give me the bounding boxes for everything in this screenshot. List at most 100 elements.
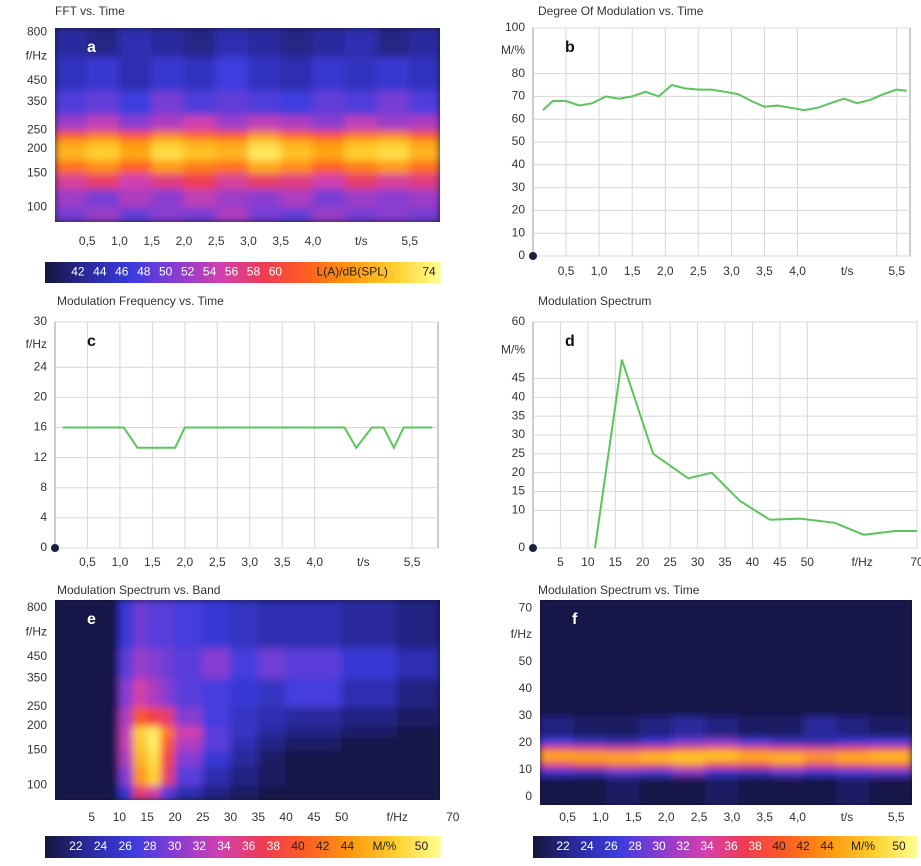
heatmap-cell xyxy=(409,114,440,131)
heatmap-cell xyxy=(606,766,641,776)
heatmap-cell xyxy=(174,600,204,649)
heatmap-cell xyxy=(409,129,440,140)
heatmap-cell xyxy=(285,750,343,767)
heatmap-cell xyxy=(257,706,287,727)
colorbar-segment xyxy=(787,836,793,858)
heatmap-cell xyxy=(151,55,185,92)
heatmap-cell xyxy=(230,725,259,738)
heatmap-cell xyxy=(257,600,287,649)
heatmap-cell xyxy=(215,55,249,92)
heatmap-cell xyxy=(770,715,805,739)
colorbar-segment xyxy=(629,836,635,858)
heatmap-cells xyxy=(55,600,440,800)
heatmap-cell xyxy=(280,148,314,161)
origin-dot xyxy=(529,544,537,552)
colorbar-segment xyxy=(758,836,764,858)
heatmap-cell xyxy=(247,188,282,208)
colorbar-tick-label: 36 xyxy=(242,839,256,853)
heatmap-cell xyxy=(396,765,440,786)
x-tick-label: 2,5 xyxy=(208,234,225,248)
colorbar-segment xyxy=(878,836,884,858)
colorbar-segment xyxy=(346,836,352,858)
colorbar-segment xyxy=(361,836,367,858)
heatmap-cell xyxy=(341,736,398,752)
x-tick-label: 0,5 xyxy=(79,555,96,569)
heatmap-cell xyxy=(202,736,232,752)
heatmap-cell xyxy=(146,725,162,738)
heatmap-cell xyxy=(55,206,88,222)
heatmap-cell xyxy=(376,114,411,131)
colorbar-label: M/% xyxy=(372,839,396,853)
colorbar-segment xyxy=(291,262,298,283)
x-tick-label: 50 xyxy=(801,555,815,569)
heatmap-cell xyxy=(230,677,259,708)
heatmap-cell xyxy=(132,600,148,649)
heatmap-cell xyxy=(118,706,134,727)
heatmap-cell xyxy=(160,706,176,727)
colorbar-tick-label: 28 xyxy=(143,839,157,853)
heatmap-cell xyxy=(55,677,93,708)
heatmap-cell xyxy=(705,715,739,739)
colorbar-segment xyxy=(821,836,827,858)
heatmap-cell xyxy=(672,766,707,776)
heatmap-cell xyxy=(312,188,346,208)
colorbar-segment xyxy=(193,836,199,858)
y-axis-label: f/Hz xyxy=(511,627,532,641)
y-tick-label: 12 xyxy=(34,450,48,464)
heatmap-cell xyxy=(215,159,249,174)
colorbar-segment xyxy=(830,836,836,858)
colorbar-segment xyxy=(59,836,66,858)
colorbar-segment xyxy=(840,836,846,858)
heatmap-cell xyxy=(836,766,871,776)
y-tick-label: 250 xyxy=(27,699,47,713)
heatmap-cell xyxy=(202,725,232,738)
heatmap-cell xyxy=(705,774,739,805)
colorbar-segment xyxy=(806,836,812,858)
panel-title: FFT vs. Time xyxy=(55,4,125,18)
line xyxy=(62,426,433,451)
colorbar-segment xyxy=(873,836,880,858)
heatmap-cell xyxy=(672,715,707,739)
y-tick-label: 250 xyxy=(27,122,47,136)
colorbar-segment xyxy=(158,262,165,283)
colorbar-segment xyxy=(143,262,150,283)
heatmap-cell xyxy=(285,647,343,679)
heatmap-cell xyxy=(55,172,88,190)
heatmap-cell xyxy=(55,600,93,649)
y-tick-label: 100 xyxy=(505,20,525,34)
colorbar-segment xyxy=(227,262,234,283)
heatmap-cell xyxy=(540,715,575,739)
heatmap-cell xyxy=(341,677,398,708)
colorbar-tick-label: 44 xyxy=(820,839,834,853)
colorbar-segment xyxy=(581,836,587,858)
colorbar-tick-label: 22 xyxy=(69,839,83,853)
heatmap-cell xyxy=(285,765,343,786)
heatmap-cell xyxy=(803,745,838,752)
heatmap-cell xyxy=(146,736,162,752)
colorbar-segment xyxy=(672,836,678,858)
colorbar-segment xyxy=(336,262,342,283)
heatmap-cell xyxy=(215,129,249,140)
heatmap-cell xyxy=(606,761,641,768)
heatmap-cell xyxy=(183,159,217,174)
heatmap-cell xyxy=(573,766,608,776)
colorbar-segment xyxy=(653,836,659,858)
x-axis-label: t/s xyxy=(355,234,368,248)
heatmap-cell xyxy=(672,774,707,805)
x-tick-label: 40 xyxy=(746,555,760,569)
colorbar-segment xyxy=(291,836,298,858)
heatmap-cell xyxy=(573,761,608,768)
heatmap-cell xyxy=(151,114,185,131)
colorbar-tick-label: 34 xyxy=(217,839,231,853)
x-tick-label: 0,5 xyxy=(79,234,96,248)
colorbar-segment xyxy=(849,836,856,858)
colorbar-tick-label: 42 xyxy=(71,265,85,279)
heatmap-cell xyxy=(344,90,378,116)
heatmap-cell xyxy=(312,28,346,57)
colorbar-segment xyxy=(609,836,616,858)
heatmap-cell xyxy=(836,750,871,757)
colorbar-tick-label: 30 xyxy=(168,839,182,853)
colorbar-segment xyxy=(415,262,421,283)
colorbar-segment xyxy=(390,836,397,858)
heatmap-cell xyxy=(215,206,249,222)
